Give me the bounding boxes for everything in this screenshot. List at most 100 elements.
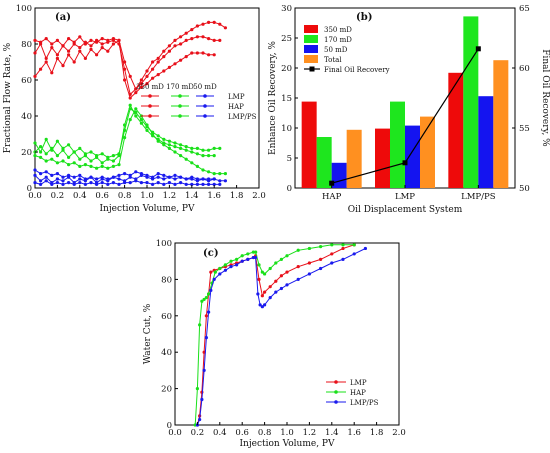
chart-a-point [83,154,87,158]
chart-a-point [33,38,37,43]
chart-a-point [190,182,194,186]
chart-c-point [260,270,264,274]
chart-a-series-line-4 [34,108,220,158]
chart-c-point [198,323,202,327]
chart-a-xtick-label: 1.6 [207,191,221,201]
chart-a-point [167,49,171,53]
chart-c-point [274,261,278,265]
chart-a-legend: 350 mD 170 mD 50 mD LMP HAP LMP/PS [136,83,257,121]
chart-a-point [218,182,222,186]
chart-a-point [61,159,65,163]
chart-a-point [106,182,110,186]
chart-a-point [184,177,188,181]
chart-a-point [89,38,93,43]
chart-a-point [111,181,115,185]
chart-a-point [61,64,65,68]
chart-b-legend-line-marker [309,66,315,72]
chart-b-ytick-right-label: 60 [519,64,530,74]
chart-a-point [223,172,227,176]
chart-a-point [72,182,76,186]
chart-a-point [195,51,199,55]
chart-a-point [72,150,76,154]
chart-c-ytick-label: 100 [156,239,172,249]
chart-a-point [139,181,143,185]
chart-a-point [44,56,48,61]
chart-a-point [111,159,115,163]
chart-c-point [258,303,262,307]
chart-b-xtick-label: LMP/PS [461,192,496,202]
chart-a-point [173,44,177,48]
chart-a-point [190,37,194,41]
chart-a-point [67,143,71,147]
chart-b-ytick-label: 20 [281,64,292,74]
chart-a-point [111,38,115,43]
chart-c-series-line-LMP [196,244,355,426]
chart-a-legend-marker [178,94,182,98]
chart-c-point [256,292,260,296]
chart-c-point [330,261,334,265]
chart-c-point [268,296,272,300]
chart-a-point [67,155,71,159]
chart-a-point [33,181,37,185]
chart-a-point [111,175,115,179]
chart-a-point [100,164,104,168]
chart-c-legend-marker [334,390,338,394]
chart-a-point [89,44,93,48]
chart-a-point [145,125,149,129]
chart-a-point [61,44,65,48]
chart-a-point [44,37,48,41]
chart-a-point [145,74,149,78]
chart-c-point [319,257,323,261]
chart-c-point [202,368,206,372]
chart-a-xtick-label: 0.4 [73,191,87,201]
chart-a-point [39,182,43,186]
chart-a-ytick-label: 100 [16,4,32,14]
chart-a-point [128,74,132,78]
chart-a-point [72,161,76,165]
chart-a-point [145,181,149,185]
chart-c-point [285,270,289,274]
chart-a-point [134,87,138,91]
chart-a-point [190,150,194,154]
chart-a-point [61,179,65,183]
chart-c-xlabel: Injection Volume, PV [240,439,335,449]
chart-a-point [156,60,160,64]
chart-a-ytick-label: 40 [21,112,32,122]
chart-c-legend-label: HAP [350,389,366,397]
chart-a-point [212,38,216,43]
chart-a-point [33,173,37,177]
chart-c-point [204,336,208,340]
chart-a-ytick-label: 60 [21,76,32,86]
chart-a-point [78,35,82,39]
chart-a-point [111,42,115,46]
chart-c-legend-label: LMP/PS [350,399,379,407]
chart-a-point [78,49,82,53]
chart-a-point [162,55,166,59]
chart-c-point [223,268,227,272]
chart-c-point [330,243,334,247]
chart-a-point [95,38,99,43]
chart-a-point [106,49,110,53]
chart-a-point [100,161,104,165]
chart-c-xtick-label: 1.4 [325,428,339,438]
chart-a-point [39,42,43,46]
chart-c-xtick-label: 2.0 [392,428,406,438]
chart-a-point [117,154,121,158]
chart-a-point [89,164,93,168]
chart-c-point [254,255,258,260]
chart-a-legend-marker [178,114,182,118]
chart-a-point [106,166,110,170]
chart-a-point [156,172,160,176]
chart-a-point [207,37,211,41]
chart-c-point [279,274,283,278]
chart-a-point [162,137,166,141]
chart-c-legend-marker [334,380,338,384]
chart-b-bar [493,60,509,189]
chart-a-point [195,177,199,181]
chart-c-point [202,297,206,302]
chart-a-point [195,164,199,168]
chart-a-point [50,46,54,50]
chart-a-point [167,65,171,69]
chart-a-point [223,26,227,30]
